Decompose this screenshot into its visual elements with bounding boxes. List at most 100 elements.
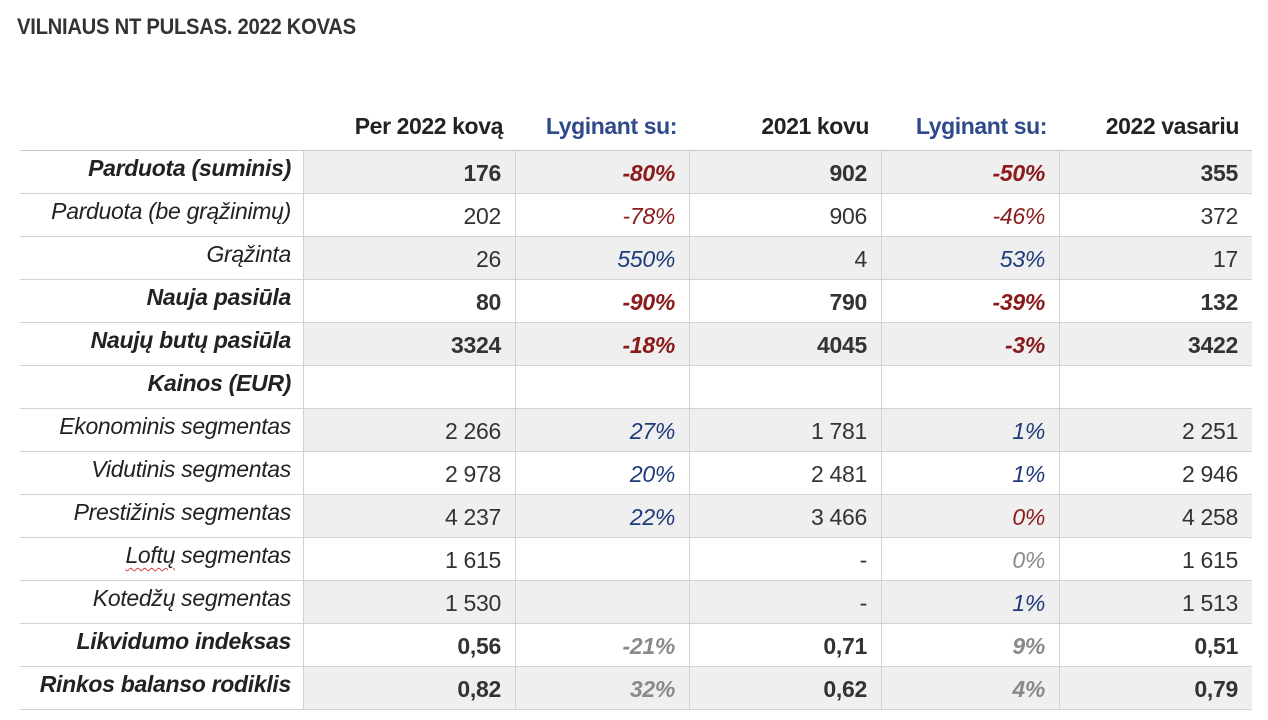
cell-last-year xyxy=(689,366,881,408)
cell-current: 80 xyxy=(303,280,515,322)
table-row: Parduota (suminis) 176 -80% 902 -50% 355 xyxy=(20,151,1252,194)
table-row: Loftų segmentas 1 615 - 0% 1 615 xyxy=(20,538,1252,581)
cell-last-month: 3422 xyxy=(1059,323,1252,365)
cell-last-month: 1 615 xyxy=(1059,538,1252,580)
cell-last-year: 1 781 xyxy=(689,409,881,451)
cell-change-mom: 1% xyxy=(881,409,1059,451)
cell-change-yoy: 22% xyxy=(515,495,689,537)
row-label-rest: segmentas xyxy=(175,542,291,568)
cell-change-yoy: -90% xyxy=(515,280,689,322)
cell-change-yoy: -80% xyxy=(515,151,689,193)
cell-current: 3324 xyxy=(303,323,515,365)
cell-change-mom: 4% xyxy=(881,667,1059,709)
header-compare-1: Lyginant su: xyxy=(545,113,677,139)
row-label: Ekonominis segmentas xyxy=(59,413,291,439)
cell-current: 202 xyxy=(303,194,515,236)
header-last-month: 2022 vasariu xyxy=(1105,113,1240,139)
cell-last-month: 132 xyxy=(1059,280,1252,322)
table-row: Nauja pasiūla 80 -90% 790 -39% 132 xyxy=(20,280,1252,323)
row-label: Kainos (EUR) xyxy=(147,370,292,396)
cell-last-year: 4045 xyxy=(689,323,881,365)
cell-last-year: 2 481 xyxy=(689,452,881,494)
cell-change-mom: 9% xyxy=(881,624,1059,666)
cell-last-month: 0,79 xyxy=(1059,667,1252,709)
cell-current: 2 978 xyxy=(303,452,515,494)
cell-change-yoy: 27% xyxy=(515,409,689,451)
cell-change-yoy xyxy=(515,366,689,408)
cell-change-mom: 1% xyxy=(881,452,1059,494)
cell-last-month: 0,51 xyxy=(1059,624,1252,666)
row-label: Grąžinta xyxy=(206,241,291,267)
cell-current xyxy=(303,366,515,408)
cell-change-mom: 1% xyxy=(881,581,1059,623)
cell-current: 4 237 xyxy=(303,495,515,537)
cell-last-month: 4 258 xyxy=(1059,495,1252,537)
table-row: Vidutinis segmentas 2 978 20% 2 481 1% 2… xyxy=(20,452,1252,495)
cell-change-yoy: -21% xyxy=(515,624,689,666)
cell-last-month: 1 513 xyxy=(1059,581,1252,623)
table-row: Likvidumo indeksas 0,56 -21% 0,71 9% 0,5… xyxy=(20,624,1252,667)
cell-last-year: 0,62 xyxy=(689,667,881,709)
cell-last-year: - xyxy=(689,581,881,623)
cell-current: 2 266 xyxy=(303,409,515,451)
cell-current: 0,56 xyxy=(303,624,515,666)
header-current-month: Per 2022 kovą xyxy=(354,113,504,139)
row-label: Rinkos balanso rodiklis xyxy=(39,671,292,697)
row-label: Loftų segmentas xyxy=(20,538,303,580)
table-row: Ekonominis segmentas 2 266 27% 1 781 1% … xyxy=(20,409,1252,452)
table-row: Grąžinta 26 550% 4 53% 17 xyxy=(20,237,1252,280)
data-table: Parduota (suminis) 176 -80% 902 -50% 355… xyxy=(20,150,1252,710)
cell-current: 26 xyxy=(303,237,515,279)
header-last-year: 2021 kovu xyxy=(761,113,869,139)
cell-last-year: 790 xyxy=(689,280,881,322)
cell-change-mom: -3% xyxy=(881,323,1059,365)
cell-current: 1 615 xyxy=(303,538,515,580)
row-label: Naujų butų pasiūla xyxy=(90,327,292,353)
row-label: Prestižinis segmentas xyxy=(73,499,292,525)
page-title: VILNIAUS NT PULSAS. 2022 KOVAS xyxy=(17,14,356,39)
row-label: Likvidumo indeksas xyxy=(76,628,292,654)
cell-last-year: 0,71 xyxy=(689,624,881,666)
cell-change-mom: 0% xyxy=(881,495,1059,537)
cell-last-month: 355 xyxy=(1059,151,1252,193)
cell-change-mom: 0% xyxy=(881,538,1059,580)
cell-change-yoy: 32% xyxy=(515,667,689,709)
cell-last-month: 2 946 xyxy=(1059,452,1252,494)
cell-last-year: 4 xyxy=(689,237,881,279)
row-label: Nauja pasiūla xyxy=(146,284,292,310)
row-label: Parduota (suminis) xyxy=(88,155,291,181)
cell-last-year: 3 466 xyxy=(689,495,881,537)
cell-change-mom: -46% xyxy=(881,194,1059,236)
cell-change-yoy: -18% xyxy=(515,323,689,365)
cell-last-month: 372 xyxy=(1059,194,1252,236)
cell-last-year: - xyxy=(689,538,881,580)
table-row: Parduota (be grąžinimų) 202 -78% 906 -46… xyxy=(20,194,1252,237)
cell-change-yoy: 550% xyxy=(515,237,689,279)
cell-last-month: 2 251 xyxy=(1059,409,1252,451)
table-row: Prestižinis segmentas 4 237 22% 3 466 0%… xyxy=(20,495,1252,538)
table-row: Naujų butų pasiūla 3324 -18% 4045 -3% 34… xyxy=(20,323,1252,366)
cell-last-month xyxy=(1059,366,1252,408)
cell-last-year: 902 xyxy=(689,151,881,193)
cell-current: 1 530 xyxy=(303,581,515,623)
table-header: Per 2022 kovą Lyginant su: 2021 kovu Lyg… xyxy=(0,106,1268,146)
cell-last-month: 17 xyxy=(1059,237,1252,279)
cell-change-yoy xyxy=(515,538,689,580)
cell-change-mom xyxy=(881,366,1059,408)
cell-last-year: 906 xyxy=(689,194,881,236)
cell-change-yoy xyxy=(515,581,689,623)
cell-change-mom: -50% xyxy=(881,151,1059,193)
cell-change-yoy: 20% xyxy=(515,452,689,494)
row-label: Vidutinis segmentas xyxy=(91,456,291,482)
cell-change-mom: 53% xyxy=(881,237,1059,279)
cell-current: 0,82 xyxy=(303,667,515,709)
cell-current: 176 xyxy=(303,151,515,193)
header-compare-2: Lyginant su: xyxy=(915,113,1047,139)
row-label: Parduota (be grąžinimų) xyxy=(51,198,291,224)
row-label: Kotedžų segmentas xyxy=(92,585,292,611)
cell-change-mom: -39% xyxy=(881,280,1059,322)
cell-change-yoy: -78% xyxy=(515,194,689,236)
row-label-loft-word: Loftų xyxy=(125,542,176,568)
table-row: Rinkos balanso rodiklis 0,82 32% 0,62 4%… xyxy=(20,667,1252,710)
table-row: Kainos (EUR) xyxy=(20,366,1252,409)
